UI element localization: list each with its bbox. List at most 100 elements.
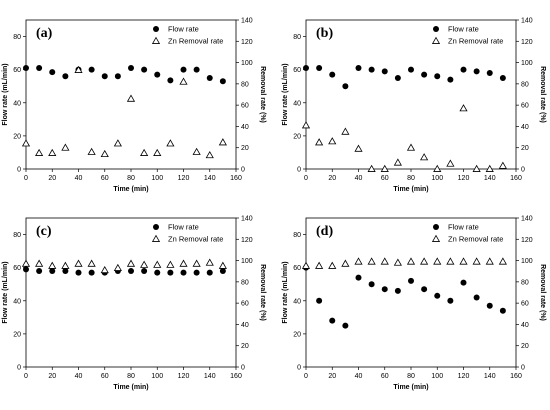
flow-rate-point: [447, 76, 454, 83]
removal-rate-point: [354, 144, 363, 152]
x-tick-label: 40: [75, 373, 83, 380]
y-right-tick-label: 80: [241, 279, 249, 286]
removal-rate-point: [218, 138, 227, 146]
flow-rate-point: [381, 286, 388, 293]
y-right-axis-label: Removal rate (%): [539, 264, 546, 321]
y-left-tick-label: 0: [297, 365, 301, 372]
removal-rate-point: [140, 148, 149, 156]
y-right-tick-label: 20: [241, 145, 249, 152]
flow-rate-point: [394, 74, 401, 81]
y-left-tick-label: 60: [293, 67, 301, 74]
x-tick-label: 140: [204, 175, 216, 182]
removal-rate-point: [393, 158, 402, 166]
y-left-tick-label: 80: [13, 34, 21, 41]
flow-rate-point: [36, 267, 43, 274]
x-tick-label: 0: [24, 175, 28, 182]
flow-rate-point: [219, 78, 226, 85]
flow-rate-point: [36, 65, 43, 72]
removal-rate-point: [380, 257, 389, 265]
y-left-axis-label: Flow rate (mL/min): [282, 261, 289, 323]
series-1: [21, 65, 227, 159]
removal-rate-point: [153, 260, 162, 268]
x-tick-label: 160: [230, 373, 242, 380]
removal-rate-point: [21, 139, 31, 147]
flow-rate-point: [193, 66, 200, 73]
x-tick-label: 80: [407, 373, 415, 380]
panel-label: (a): [36, 26, 53, 41]
y-right-axis-label: Removal rate (%): [259, 66, 266, 123]
removal-rate-point: [87, 259, 96, 267]
removal-rate-point: [498, 161, 507, 169]
removal-rate-point: [74, 65, 83, 73]
flow-rate-point: [408, 66, 414, 73]
flow-rate-point: [62, 267, 69, 274]
removal-rate-point: [100, 265, 109, 274]
removal-rate-point: [153, 148, 162, 156]
removal-rate-point: [100, 149, 109, 158]
removal-rate-point: [179, 259, 188, 267]
flow-rate-point: [180, 269, 187, 276]
flow-rate-point: [434, 292, 441, 299]
flow-rate-point: [88, 269, 95, 276]
removal-rate-point: [367, 257, 376, 265]
y-right-tick-label: 60: [521, 301, 529, 308]
flow-rate-point: [154, 71, 161, 78]
flow-rate-point: [49, 69, 56, 76]
flow-rate-point: [167, 77, 174, 84]
x-tick-label: 60: [101, 175, 109, 182]
flow-rate-point: [206, 74, 213, 81]
x-tick-label: 120: [178, 373, 190, 380]
flow-rate-point: [329, 71, 336, 78]
legend-marker-flow-rate: [433, 224, 439, 230]
y-right-tick-label: 20: [521, 343, 529, 350]
flow-rate-point: [329, 317, 336, 324]
flow-rate-point: [408, 277, 414, 284]
flow-rate-point: [447, 297, 454, 304]
series-1: [301, 104, 507, 172]
y-right-tick-label: 80: [521, 81, 529, 88]
panel-2: 0 20 40 60 80 100 120 140 1600204060800204060801…: [2, 216, 266, 392]
removal-rate-point: [35, 259, 44, 267]
removal-rate-point: [446, 159, 455, 167]
y-right-tick-label: 60: [241, 301, 249, 308]
y-right-tick-label: 120: [521, 237, 533, 244]
flow-rate-point: [381, 68, 388, 75]
removal-rate-point: [113, 263, 122, 271]
x-tick-label: 80: [127, 175, 135, 182]
removal-rate-point: [301, 261, 311, 269]
flow-rate-point: [62, 73, 69, 80]
removal-rate-point: [48, 261, 57, 269]
removal-rate-point: [205, 258, 214, 266]
x-tick-label: 40: [355, 175, 363, 182]
flow-rate-point: [128, 65, 134, 72]
flow-rate-point: [486, 69, 493, 76]
removal-rate-point: [367, 164, 376, 172]
y-right-tick-label: 60: [521, 103, 529, 110]
flow-rate-point: [355, 274, 362, 281]
flow-rate-point: [342, 83, 349, 90]
y-right-tick-label: 140: [521, 216, 533, 223]
flow-rate-point: [368, 66, 375, 73]
y-right-tick-label: 20: [241, 343, 249, 350]
flow-rate-point: [101, 73, 108, 80]
flow-rate-point: [219, 267, 226, 274]
removal-rate-point: [420, 153, 429, 161]
removal-rate-point: [179, 77, 188, 85]
removal-rate-point: [459, 257, 468, 265]
flow-rate-point: [167, 269, 174, 276]
removal-rate-point: [406, 257, 416, 265]
y-left-tick-label: 60: [13, 67, 21, 74]
flow-rate-point: [303, 65, 309, 72]
removal-rate-point: [192, 259, 201, 267]
panel-label: (b): [316, 26, 333, 41]
removal-rate-point: [406, 143, 416, 151]
y-right-tick-label: 20: [521, 145, 529, 152]
x-tick-label: 100: [431, 373, 443, 380]
legend-label: Zn Removal rate: [168, 235, 223, 244]
y-right-tick-label: 60: [241, 103, 249, 110]
y-left-tick-label: 40: [293, 298, 301, 305]
flow-rate-point: [75, 269, 82, 276]
series-0: [23, 65, 226, 85]
y-left-tick-label: 40: [293, 100, 301, 107]
